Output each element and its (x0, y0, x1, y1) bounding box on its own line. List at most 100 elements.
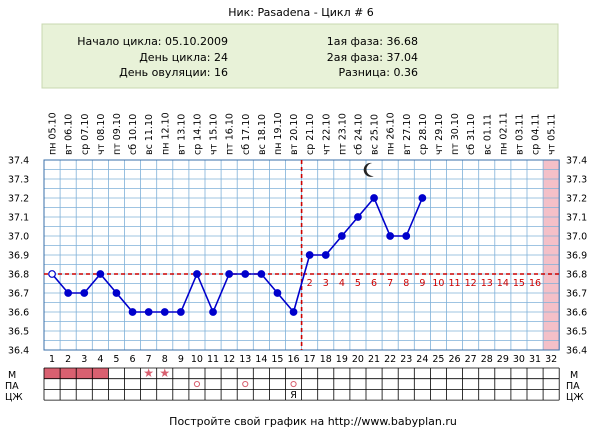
temperature-series (48, 194, 427, 316)
phase-difference: Разница: 0.36 (339, 66, 419, 79)
date-label: пн 02.11 (498, 112, 509, 155)
luteal-day-label: 10 (432, 278, 444, 289)
date-label: ср 07.10 (80, 114, 91, 155)
moon-icon (363, 162, 375, 177)
date-label: ср 04.11 (531, 114, 542, 155)
date-label: вс 11.10 (144, 114, 155, 155)
date-label: вс 01.11 (482, 114, 493, 155)
date-label: ср 21.10 (305, 114, 316, 155)
row-label-m: М (8, 370, 16, 381)
phase1-avg: 1ая фаза: 36.68 (327, 35, 418, 48)
data-point (257, 270, 266, 278)
day-number: 16 (288, 354, 300, 365)
luteal-day-label: 8 (403, 278, 409, 289)
header-box (41, 23, 559, 89)
day-number: 5 (113, 354, 119, 365)
y-tick-label-right: 37.2 (566, 194, 587, 205)
data-point (176, 308, 185, 316)
day-number: 3 (81, 354, 87, 365)
data-point (96, 270, 105, 278)
y-tick-label: 36.9 (8, 251, 29, 262)
day-number-labels: 1 2 3 4 5 6 7 8 9 10 11 12 13 14 15 16 17 18 19 20 21 22 23 24 2… (49, 354, 557, 365)
pa-circle (290, 380, 297, 388)
day-number: 29 (497, 354, 509, 365)
date-label: сб 17.10 (241, 114, 252, 155)
y-tick-label: 36.8 (8, 270, 29, 281)
day-number: 26 (449, 354, 461, 365)
day-number: 28 (481, 354, 493, 365)
data-point (144, 308, 153, 316)
menstruation-cell (60, 368, 77, 379)
day-number: 17 (304, 354, 316, 365)
luteal-day-label: 3 (323, 278, 329, 289)
star-mark: ★ (143, 366, 154, 380)
series-line (51, 196, 424, 315)
day-number: 13 (239, 354, 251, 365)
day-number: 23 (400, 354, 412, 365)
y-tick-label-right: 37.4 (566, 156, 587, 167)
row-label-cz-right: ЦЖ (566, 392, 584, 403)
day-number: 30 (513, 354, 525, 365)
grid (43, 159, 560, 351)
date-label: чт 08.10 (96, 114, 107, 155)
day-number: 27 (465, 354, 477, 365)
date-label: вт 06.10 (64, 114, 75, 155)
date-label: вт 20.10 (289, 114, 300, 155)
day-number: 4 (97, 354, 103, 365)
phase2-avg: 2ая фаза: 37.04 (327, 51, 418, 64)
date-label: чт 15.10 (209, 114, 220, 155)
y-tick-label-right: 37.0 (566, 232, 587, 243)
symptom-rows: ★ ★ Я (43, 366, 560, 401)
data-point (370, 194, 378, 202)
day-number: 14 (255, 354, 267, 365)
luteal-day-label: 12 (465, 278, 477, 289)
y-tick-label-right: 36.9 (566, 251, 587, 262)
menstruation-cell (76, 368, 93, 379)
data-point (193, 270, 201, 278)
footer-text[interactable]: Постройте свой график на http://www.baby… (169, 415, 457, 428)
date-label: сб 31.10 (466, 114, 477, 155)
data-point (128, 308, 137, 316)
menstruation-cell (92, 368, 109, 379)
date-label: сб 24.10 (353, 114, 364, 155)
day-number: 21 (368, 354, 380, 365)
date-label: пт 30.10 (450, 113, 461, 155)
star-mark: ★ (159, 366, 170, 380)
row-label-cz: ЦЖ (5, 392, 23, 403)
data-point (241, 270, 250, 278)
data-point (305, 251, 314, 259)
date-label: вс 18.10 (257, 114, 268, 155)
y-tick-label: 37.0 (8, 232, 29, 243)
data-point (80, 289, 89, 297)
row-label-pa: ПА (5, 381, 19, 392)
date-label: сб 10.10 (128, 114, 139, 155)
cz-letter: Я (290, 390, 297, 401)
data-point (209, 308, 217, 316)
day-number: 20 (352, 354, 364, 365)
data-point (354, 213, 362, 221)
day-number: 32 (545, 354, 557, 365)
y-tick-label-right: 36.5 (566, 327, 587, 338)
day-number: 12 (223, 354, 235, 365)
date-labels: пн 05.10 вт 06.10 ср 07.10 чт 08.10 пт 09.10… (48, 112, 558, 155)
y-tick-label: 36.7 (8, 289, 29, 300)
luteal-day-label: 13 (481, 278, 493, 289)
pa-circle (242, 380, 249, 388)
data-point (321, 251, 330, 259)
date-label: пт 16.10 (225, 113, 236, 155)
data-point (225, 270, 234, 278)
day-number: 25 (432, 354, 444, 365)
date-label: вс 25.10 (370, 114, 381, 155)
y-tick-label: 36.4 (8, 346, 29, 357)
luteal-day-labels: 2 3 4 5 6 7 8 9 10 11 12 13 14 15 16 (307, 278, 541, 289)
luteal-day-label: 4 (339, 278, 345, 289)
date-label: ср 14.10 (192, 114, 203, 155)
moon-shape (363, 162, 375, 177)
data-point (418, 194, 427, 202)
date-label: чт 29.10 (434, 114, 445, 155)
date-label: пт 09.10 (112, 113, 123, 155)
date-label: вт 03.11 (514, 114, 525, 155)
day-number: 15 (271, 354, 283, 365)
luteal-day-label: 5 (355, 278, 361, 289)
